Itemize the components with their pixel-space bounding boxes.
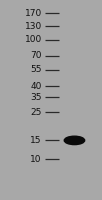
Text: 70: 70	[30, 51, 42, 60]
Text: 40: 40	[30, 82, 42, 91]
Text: 15: 15	[30, 136, 42, 145]
Text: 55: 55	[30, 66, 42, 74]
Text: 130: 130	[25, 22, 42, 31]
Ellipse shape	[64, 136, 85, 145]
Text: 25: 25	[30, 108, 42, 117]
Text: 10: 10	[30, 154, 42, 164]
Text: 35: 35	[30, 92, 42, 102]
Text: 100: 100	[25, 36, 42, 45]
Text: 170: 170	[25, 8, 42, 18]
